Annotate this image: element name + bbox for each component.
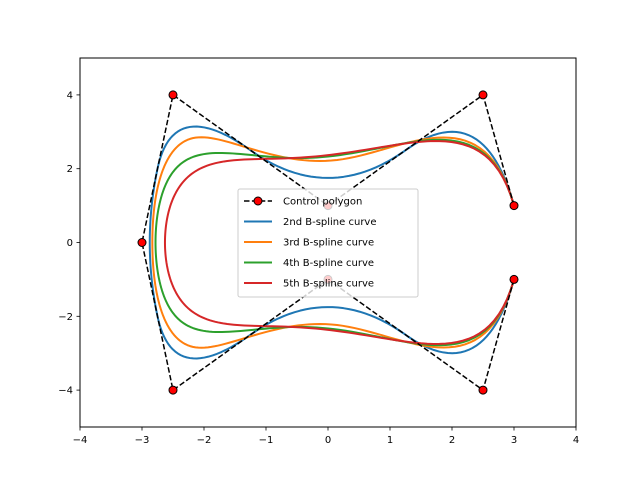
control-point-8 — [478, 385, 488, 395]
x-tick-label: 1 — [387, 435, 393, 446]
legend-entry-label: 2nd B-spline curve — [283, 217, 377, 228]
x-tick-label: 4 — [573, 435, 579, 446]
y-tick-label: −4 — [58, 386, 73, 397]
legend-entry-label: 3rd B-spline curve — [283, 238, 374, 249]
x-tick-label: −1 — [259, 435, 274, 446]
control-point-5 — [137, 238, 147, 247]
y-axis: −4 −2 0 2 4 — [58, 90, 80, 397]
x-tick-label: −2 — [197, 435, 212, 446]
series-line-4 — [163, 140, 515, 345]
y-tick-label: 2 — [67, 164, 73, 175]
x-tick-label: 3 — [511, 435, 517, 446]
x-axis: −4 −3 −2 −1 0 1 2 3 4 — [73, 427, 579, 446]
legend: Control polygon 2nd B-spline curve 3rd B-s… — [237, 188, 419, 298]
x-tick-label: −4 — [73, 435, 88, 446]
control-point-6 — [168, 385, 178, 395]
y-tick-label: 0 — [67, 238, 73, 249]
x-tick-label: 0 — [325, 435, 331, 446]
control-point-9 — [509, 274, 519, 284]
series-line-2 — [151, 136, 515, 349]
legend-entry-label: Control polygon — [283, 197, 362, 208]
control-polygon-line — [141, 93, 515, 392]
legend-entry-label: 4th B-spline curve — [283, 258, 374, 269]
legend-box — [237, 188, 419, 298]
legend-entry-label: 5th B-spline curve — [283, 279, 374, 290]
series-line-1 — [148, 125, 515, 360]
y-tick-label: 4 — [67, 90, 73, 101]
y-tick-label: −2 — [58, 312, 73, 323]
control-point-2 — [478, 90, 488, 100]
legend-marker-control-polygon — [253, 196, 263, 206]
x-tick-label: −3 — [135, 435, 150, 446]
x-tick-label: 2 — [449, 435, 455, 446]
series-line-3 — [154, 138, 515, 347]
control-point-1 — [509, 201, 519, 211]
control-point-4 — [168, 90, 178, 100]
curve-layer — [148, 125, 515, 360]
